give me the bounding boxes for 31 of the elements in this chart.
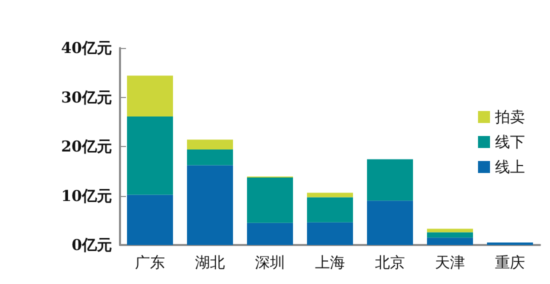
bar (187, 149, 233, 166)
x-tick-label: 天津 (435, 254, 465, 272)
bar (187, 140, 233, 150)
bar (427, 238, 473, 245)
x-tick-label: 北京 (375, 254, 405, 272)
y-tick-label: 20亿元 (61, 138, 112, 156)
bar (427, 228, 473, 232)
bar (247, 222, 293, 245)
bar (427, 232, 473, 238)
y-tick-label: 30亿元 (61, 88, 112, 106)
y-tick-label: 0亿元 (72, 236, 112, 254)
y-tick-label: 40亿元 (61, 39, 112, 57)
x-tick-label: 广东 (135, 254, 165, 272)
x-tick-label: 重庆 (495, 254, 525, 272)
bar (187, 165, 233, 245)
legend-label: 线下 (495, 133, 525, 151)
bar (307, 222, 353, 245)
y-tick-label: 10亿元 (61, 186, 112, 205)
x-tick-label: 深圳 (255, 254, 285, 272)
bar (307, 197, 353, 222)
bar (127, 194, 173, 245)
bar (367, 159, 413, 201)
bar (367, 200, 413, 245)
bar (127, 76, 173, 116)
legend-label: 拍卖 (494, 108, 525, 126)
bar (127, 116, 173, 195)
bar (247, 178, 293, 223)
legend-label: 线上 (495, 158, 525, 176)
x-tick-label: 湖北 (195, 254, 225, 272)
bar (307, 192, 353, 198)
x-tick-label: 上海 (315, 254, 345, 272)
